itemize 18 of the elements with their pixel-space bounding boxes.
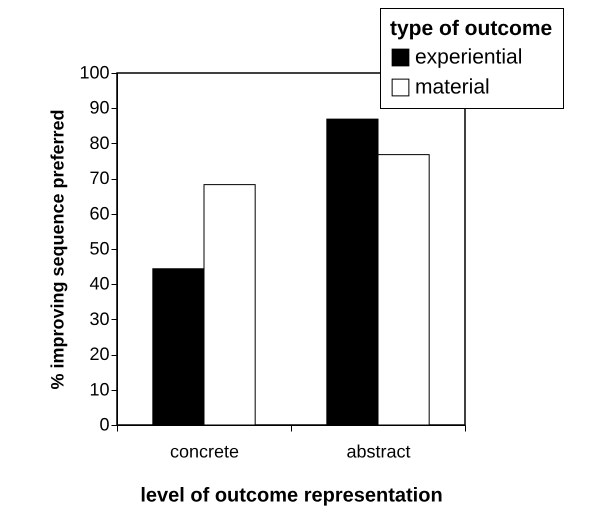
y-tick-label: 100	[79, 62, 110, 82]
y-tick-label: 80	[89, 132, 110, 153]
y-tick-label: 70	[89, 168, 110, 188]
x-tick-label: abstract	[346, 442, 411, 462]
y-tick-label: 0	[99, 414, 110, 434]
y-axis-title: % improving sequence preferred	[47, 109, 68, 390]
legend-title: type of outcome	[390, 17, 552, 40]
y-tick-label: 20	[89, 344, 110, 364]
y-tick-label: 90	[89, 98, 110, 118]
y-tick-label: 30	[89, 308, 110, 329]
y-tick-label: 60	[89, 203, 110, 224]
legend-label: experiential	[415, 46, 522, 68]
y-tick-label: 50	[89, 238, 110, 258]
y-tick-label: 10	[89, 379, 110, 400]
x-axis-title: level of outcome representation	[140, 484, 443, 506]
legend-label: material	[415, 76, 490, 98]
y-tick-label: 40	[89, 274, 110, 294]
x-tick-label: concrete	[170, 442, 240, 462]
